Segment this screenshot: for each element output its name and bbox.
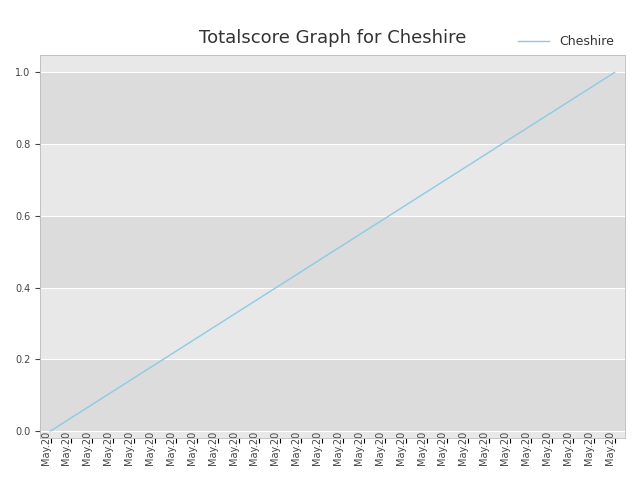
Cheshire [590, 83, 598, 89]
Cheshire [339, 242, 347, 248]
Cheshire [611, 70, 618, 75]
Cheshire [172, 348, 180, 354]
Cheshire [569, 96, 577, 102]
Cheshire [402, 203, 410, 208]
Cheshire [298, 269, 305, 275]
Cheshire [276, 282, 284, 288]
Legend: Cheshire: Cheshire [513, 30, 619, 53]
Cheshire [47, 428, 54, 434]
Cheshire [88, 402, 96, 408]
Cheshire [444, 176, 451, 181]
Cheshire [193, 335, 200, 341]
Bar [40, 288, 625, 359]
Cheshire [506, 136, 514, 142]
Bar [40, 144, 625, 216]
Cheshire [381, 216, 388, 221]
Cheshire [109, 388, 117, 394]
Cheshire [151, 362, 159, 368]
Cheshire [548, 109, 556, 115]
Cheshire [465, 163, 472, 168]
Bar [40, 72, 625, 144]
Cheshire [485, 149, 493, 155]
Line: Cheshire: Cheshire [51, 72, 614, 431]
Cheshire [318, 255, 326, 261]
Cheshire [131, 375, 138, 381]
Cheshire [360, 229, 368, 235]
Cheshire [527, 123, 535, 129]
Cheshire [255, 295, 263, 301]
Cheshire [214, 322, 221, 328]
Cheshire [422, 189, 430, 195]
Bar [40, 51, 625, 72]
Bar [40, 216, 625, 288]
Bar [40, 359, 625, 431]
Cheshire [235, 309, 243, 314]
Title: Totalscore Graph for Cheshire: Totalscore Graph for Cheshire [199, 29, 466, 48]
Cheshire [68, 415, 76, 420]
